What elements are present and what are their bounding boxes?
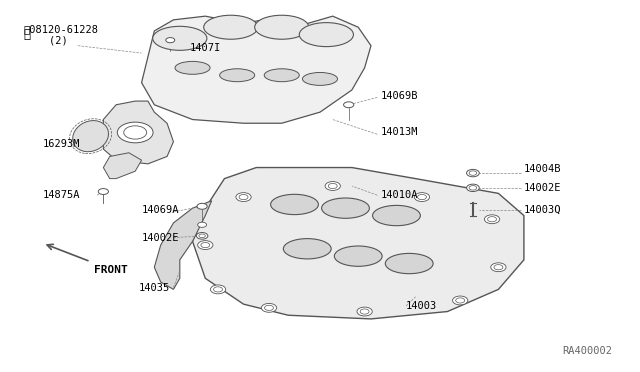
- Circle shape: [488, 217, 497, 222]
- Text: 16293M: 16293M: [43, 138, 80, 148]
- Circle shape: [417, 195, 426, 200]
- Text: 14002E: 14002E: [524, 183, 561, 193]
- Circle shape: [124, 126, 147, 139]
- Circle shape: [325, 182, 340, 190]
- Ellipse shape: [175, 61, 210, 74]
- Text: 14010A: 14010A: [381, 190, 418, 200]
- Ellipse shape: [255, 15, 309, 39]
- Circle shape: [236, 193, 251, 202]
- Ellipse shape: [204, 15, 258, 39]
- Circle shape: [469, 171, 477, 175]
- Circle shape: [344, 102, 354, 108]
- Text: 14013M: 14013M: [381, 128, 418, 138]
- Circle shape: [264, 305, 273, 310]
- Ellipse shape: [321, 198, 369, 218]
- Circle shape: [484, 215, 500, 224]
- Text: 14004B: 14004B: [524, 164, 561, 174]
- Circle shape: [456, 298, 465, 303]
- Circle shape: [201, 243, 210, 248]
- Circle shape: [452, 296, 468, 305]
- Circle shape: [467, 184, 479, 192]
- Circle shape: [196, 232, 208, 239]
- Ellipse shape: [271, 194, 319, 215]
- Ellipse shape: [153, 26, 207, 50]
- Circle shape: [357, 307, 372, 316]
- Ellipse shape: [73, 121, 109, 152]
- Polygon shape: [103, 101, 173, 164]
- Circle shape: [494, 264, 503, 270]
- Text: 14069B: 14069B: [381, 90, 418, 100]
- Text: FRONT: FRONT: [94, 265, 127, 275]
- Polygon shape: [103, 153, 141, 179]
- Text: 14035: 14035: [138, 283, 170, 292]
- Polygon shape: [154, 201, 212, 289]
- Circle shape: [197, 203, 207, 209]
- Circle shape: [261, 304, 276, 312]
- Text: ⒲: ⒲: [23, 28, 30, 41]
- Circle shape: [491, 263, 506, 272]
- Text: 14002E: 14002E: [141, 233, 179, 243]
- Ellipse shape: [303, 73, 337, 86]
- Ellipse shape: [372, 205, 420, 226]
- Text: 14875A: 14875A: [43, 190, 80, 200]
- Ellipse shape: [220, 69, 255, 82]
- Circle shape: [198, 241, 213, 250]
- Ellipse shape: [264, 69, 300, 82]
- Ellipse shape: [284, 238, 331, 259]
- Circle shape: [117, 122, 153, 143]
- Circle shape: [328, 183, 337, 189]
- Circle shape: [239, 195, 248, 200]
- Circle shape: [360, 309, 369, 314]
- Polygon shape: [193, 167, 524, 319]
- Text: 14003: 14003: [406, 301, 437, 311]
- Polygon shape: [141, 16, 371, 123]
- Ellipse shape: [385, 253, 433, 274]
- Text: 1407I: 1407I: [189, 42, 221, 52]
- Ellipse shape: [334, 246, 382, 266]
- Circle shape: [166, 38, 175, 43]
- Text: 14069A: 14069A: [141, 205, 179, 215]
- Text: 14003Q: 14003Q: [524, 205, 561, 215]
- Text: RA400002: RA400002: [562, 346, 612, 356]
- Circle shape: [211, 285, 226, 294]
- Circle shape: [99, 189, 108, 195]
- Text: ⒲08120-61228
    (2): ⒲08120-61228 (2): [24, 24, 99, 45]
- Circle shape: [467, 169, 479, 177]
- Circle shape: [414, 193, 429, 202]
- Circle shape: [199, 234, 205, 238]
- Circle shape: [469, 186, 477, 190]
- Ellipse shape: [300, 23, 353, 46]
- Circle shape: [198, 222, 207, 227]
- Circle shape: [214, 287, 223, 292]
